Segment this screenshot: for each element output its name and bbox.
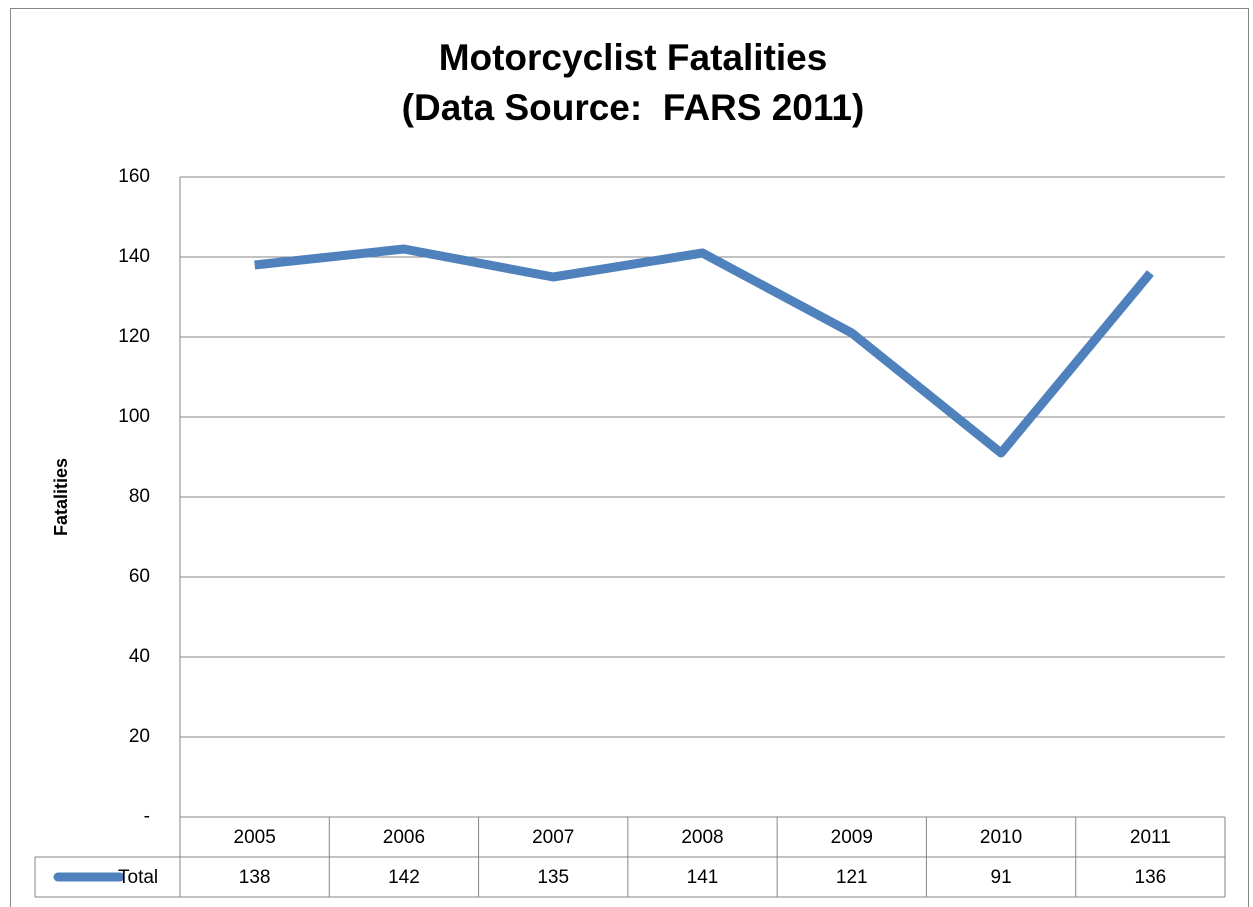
- y-tick-label: 60: [129, 566, 150, 587]
- x-tick-label: 2006: [383, 827, 425, 848]
- x-tick-label: 2010: [980, 827, 1022, 848]
- y-tick-label: 100: [118, 406, 150, 427]
- x-tick-label: 2011: [1130, 827, 1171, 848]
- y-tick-label: 140: [118, 246, 150, 267]
- y-tick-label: 80: [129, 486, 150, 507]
- chart-title: Motorcyclist Fatalities: [439, 37, 828, 78]
- legend-label: Total: [118, 867, 158, 888]
- chart-frame: [10, 8, 1249, 907]
- chart-subtitle: (Data Source: FARS 2011): [402, 87, 865, 128]
- y-tick-label: 120: [118, 326, 150, 347]
- table-value: 121: [836, 867, 868, 888]
- table-value: 138: [239, 867, 271, 888]
- y-tick-label: 40: [129, 646, 150, 667]
- table-value: 136: [1135, 867, 1167, 888]
- table-value: 141: [687, 867, 719, 888]
- data-line: [254, 244, 1154, 458]
- table-value: 91: [991, 867, 1012, 888]
- x-tick-label: 2005: [234, 827, 276, 848]
- table-value: 142: [388, 867, 420, 888]
- y-tick-label: 160: [118, 166, 150, 187]
- x-tick-label: 2008: [681, 827, 723, 848]
- y-tick-label: -: [144, 806, 150, 827]
- x-tick-label: 2007: [532, 827, 574, 848]
- y-tick-label: 20: [129, 726, 150, 747]
- y-axis-label: Fatalities: [51, 458, 71, 536]
- table-value: 135: [537, 867, 569, 888]
- x-tick-label: 2009: [831, 827, 873, 848]
